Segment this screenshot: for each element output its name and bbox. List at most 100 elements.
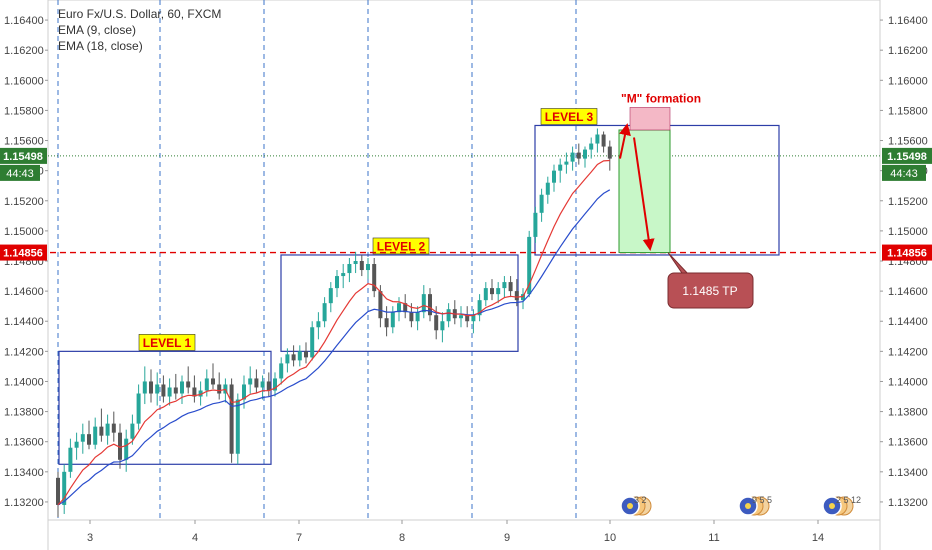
candle-body — [261, 381, 265, 387]
candle-body — [230, 384, 234, 453]
y-tick-label-right: 1.13200 — [888, 497, 928, 509]
candle-body — [112, 424, 116, 433]
candle-body — [124, 439, 128, 460]
candle-body — [180, 381, 184, 393]
y-tick-label-right: 1.14400 — [888, 316, 928, 328]
candle-body — [595, 135, 599, 144]
candle-body — [428, 294, 432, 315]
event-label: 2 5 12 — [836, 495, 861, 505]
y-tick-label-left: 1.15000 — [4, 226, 44, 238]
candle-body — [304, 351, 308, 357]
candle-body — [236, 400, 240, 454]
y-tick-label-right: 1.13400 — [888, 467, 928, 479]
y-tick-label-right: 1.13800 — [888, 407, 928, 419]
y-tick-label-left: 1.13400 — [4, 467, 44, 479]
candle-body — [378, 291, 382, 318]
y-tick-label-left: 1.13600 — [4, 437, 44, 449]
y-tick-label-left: 1.16400 — [4, 15, 44, 27]
candle-body — [168, 387, 172, 396]
candle — [230, 378, 234, 462]
ema-slow-legend: EMA (18, close) — [58, 38, 221, 54]
candle-body — [484, 288, 488, 300]
candle-body — [571, 153, 575, 162]
candle-body — [608, 147, 612, 159]
candle — [236, 394, 240, 465]
level-2-label: LEVEL 2 — [377, 239, 426, 253]
y-tick-label-left: 1.15200 — [4, 196, 44, 208]
candle-body — [323, 303, 327, 321]
candle-body — [360, 261, 364, 270]
y-tick-label-left: 1.15600 — [4, 136, 44, 148]
y-tick-label-right: 1.14200 — [888, 346, 928, 358]
candle-body — [310, 327, 314, 357]
candle-body — [509, 282, 513, 291]
candle-body — [589, 144, 593, 150]
plot-area — [48, 0, 880, 520]
candle-body — [211, 378, 215, 384]
candle-body — [577, 153, 581, 159]
y-tick-label-right: 1.16400 — [888, 15, 928, 27]
y-tick-label-right: 1.15200 — [888, 196, 928, 208]
candle-body — [558, 165, 562, 171]
candle-body — [298, 351, 302, 360]
candle-body — [149, 381, 153, 393]
y-tick-label-left: 1.13200 — [4, 497, 44, 509]
candle-body — [81, 434, 85, 442]
event-flag-icon[interactable]: 9 5 5 — [739, 495, 772, 515]
candle-body — [68, 448, 72, 472]
y-tick-label-left: 1.16000 — [4, 75, 44, 87]
candle-body — [267, 381, 271, 390]
level-3-label: LEVEL 3 — [545, 110, 594, 124]
candle-body — [99, 427, 103, 436]
y-tick-label-right: 1.15000 — [888, 226, 928, 238]
candle-body — [329, 288, 333, 303]
candle-body — [279, 363, 283, 378]
candle-body — [552, 171, 556, 183]
x-tick-label: 9 — [504, 532, 510, 544]
candle-body — [391, 312, 395, 327]
candle-body — [130, 424, 134, 439]
x-tick-label: 8 — [399, 532, 405, 544]
x-tick-label: 10 — [604, 532, 616, 544]
candle-body — [341, 273, 345, 276]
candle-body — [366, 264, 370, 270]
tp-callout-text: 1.1485 TP — [682, 284, 737, 298]
tp-price-text-right: 1.14856 — [887, 248, 927, 260]
event-flag-icon[interactable]: 3 2 — [621, 495, 651, 515]
candle-body — [416, 312, 420, 321]
x-tick-label: 3 — [87, 532, 93, 544]
candle-body — [285, 354, 289, 363]
y-tick-label-right: 1.15800 — [888, 105, 928, 117]
event-star — [627, 503, 633, 509]
candle-body — [335, 276, 339, 288]
y-tick-label-right: 1.13600 — [888, 437, 928, 449]
candle-body — [440, 321, 444, 330]
candle-body — [87, 434, 91, 445]
candle-body — [409, 312, 413, 321]
candle-body — [447, 309, 451, 321]
candle-body — [292, 354, 296, 360]
candle-body — [106, 424, 110, 436]
candle-body — [422, 294, 426, 312]
y-tick-label-left: 1.13800 — [4, 407, 44, 419]
candle-body — [434, 315, 438, 330]
candle-body — [254, 378, 258, 387]
current-price-text-left: 1.15498 — [3, 151, 43, 163]
candle-body — [602, 135, 606, 147]
candle-body — [564, 162, 568, 165]
candle-body — [385, 318, 389, 327]
y-tick-label-right: 1.14000 — [888, 376, 928, 388]
y-tick-label-left: 1.14600 — [4, 286, 44, 298]
event-star — [829, 503, 835, 509]
countdown-text-left: 44:43 — [6, 168, 34, 180]
candle-body — [546, 183, 550, 195]
candle-body — [174, 387, 178, 393]
candle-body — [583, 150, 587, 159]
candle-body — [161, 384, 165, 396]
symbol-title: Euro Fx/U.S. Dollar, 60, FXCM — [58, 6, 221, 22]
event-label: 3 2 — [634, 495, 647, 505]
candle-body — [56, 478, 60, 505]
candle-body — [248, 378, 252, 384]
y-tick-label-right: 1.16000 — [888, 75, 928, 87]
